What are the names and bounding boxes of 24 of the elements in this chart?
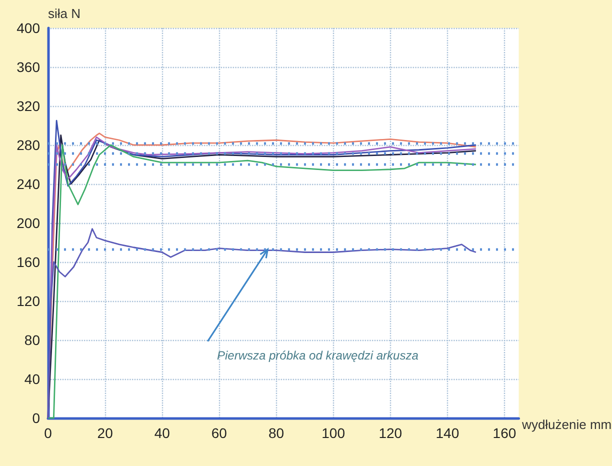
line-series [47, 228, 477, 419]
y-tick-label: 200 [16, 215, 40, 231]
y-tick-label: 0 [32, 410, 40, 426]
x-tick-label: 60 [211, 425, 228, 441]
x-tick-label: 40 [154, 425, 170, 441]
x-tick-label: 160 [492, 425, 516, 441]
y-tick-label: 320 [16, 98, 40, 114]
annotation: Pierwsza próbka od krawędzi arkusza [216, 348, 419, 362]
x-tick-label: 0 [44, 425, 52, 441]
y-tick-label: 240 [16, 176, 40, 192]
y-axis-title: siła N [48, 6, 81, 21]
x-axis-title: wydłużenie mm [521, 417, 612, 432]
y-tick-label: 160 [16, 254, 40, 270]
y-tick-label: 360 [16, 59, 40, 75]
y-tick-label: 400 [16, 20, 40, 36]
x-tick-label: 100 [322, 425, 346, 441]
y-tick-label: 120 [16, 293, 40, 309]
y-tick-label: 80 [24, 332, 40, 348]
y-tick-label: 40 [24, 371, 40, 387]
x-tick-label: 140 [436, 425, 460, 441]
x-tick-label: 20 [97, 425, 114, 441]
y-tick-label: 280 [16, 137, 40, 153]
x-tick-label: 120 [378, 425, 402, 441]
x-tick-label: 80 [268, 425, 284, 441]
